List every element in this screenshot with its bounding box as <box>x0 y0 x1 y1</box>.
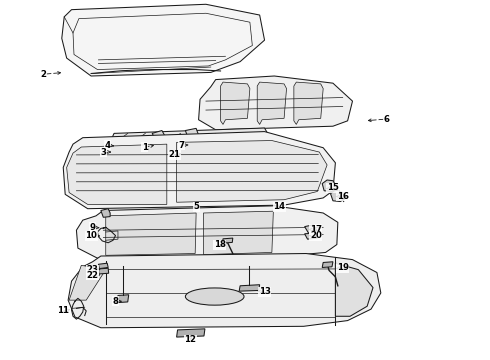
Polygon shape <box>176 140 327 202</box>
Polygon shape <box>294 82 323 125</box>
Text: 1: 1 <box>142 143 148 152</box>
Text: 8: 8 <box>113 297 119 306</box>
Text: 2: 2 <box>41 70 47 79</box>
Polygon shape <box>69 265 106 300</box>
Text: 15: 15 <box>327 183 339 192</box>
Polygon shape <box>176 329 205 337</box>
Polygon shape <box>116 140 128 147</box>
Polygon shape <box>112 145 127 154</box>
Text: 13: 13 <box>259 287 270 296</box>
Polygon shape <box>305 233 318 239</box>
Text: 20: 20 <box>310 231 322 240</box>
Polygon shape <box>203 211 273 255</box>
Text: 21: 21 <box>168 150 180 159</box>
Polygon shape <box>76 206 338 258</box>
Polygon shape <box>331 190 345 202</box>
Text: 4: 4 <box>104 141 110 150</box>
Text: 12: 12 <box>184 335 196 344</box>
Polygon shape <box>117 295 129 303</box>
Text: 23: 23 <box>87 265 98 274</box>
Polygon shape <box>101 209 110 217</box>
Polygon shape <box>239 285 260 291</box>
Polygon shape <box>220 82 250 125</box>
Polygon shape <box>335 263 373 316</box>
Text: 9: 9 <box>90 223 96 232</box>
Polygon shape <box>98 263 108 269</box>
Polygon shape <box>112 128 267 141</box>
Text: 14: 14 <box>273 202 285 211</box>
Polygon shape <box>63 132 335 209</box>
Polygon shape <box>67 144 167 204</box>
Text: 5: 5 <box>193 202 199 211</box>
Text: 3: 3 <box>100 148 106 157</box>
Text: 17: 17 <box>310 225 322 234</box>
Polygon shape <box>222 238 233 243</box>
Polygon shape <box>305 225 318 233</box>
Polygon shape <box>106 213 196 255</box>
Polygon shape <box>322 180 337 192</box>
Polygon shape <box>68 253 381 328</box>
Text: 18: 18 <box>214 240 225 249</box>
Text: 22: 22 <box>87 271 98 280</box>
Text: 11: 11 <box>57 306 69 315</box>
Polygon shape <box>152 131 166 140</box>
Text: 10: 10 <box>85 231 97 240</box>
Text: 19: 19 <box>337 264 349 273</box>
Text: 7: 7 <box>178 141 185 150</box>
Polygon shape <box>198 76 352 130</box>
Polygon shape <box>62 4 265 76</box>
Ellipse shape <box>185 288 244 305</box>
Polygon shape <box>257 82 287 125</box>
Polygon shape <box>322 262 333 267</box>
Polygon shape <box>185 129 198 137</box>
Text: 6: 6 <box>384 114 390 123</box>
Polygon shape <box>98 268 109 274</box>
Text: 16: 16 <box>337 192 349 201</box>
